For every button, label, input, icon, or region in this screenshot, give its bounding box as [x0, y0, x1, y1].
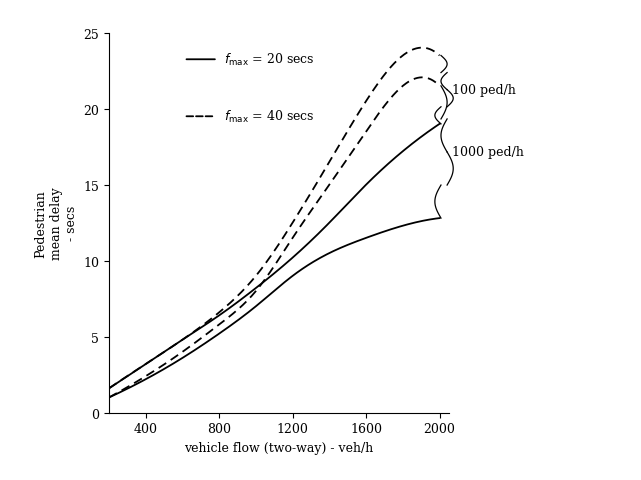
Text: 100 ped/h: 100 ped/h: [452, 84, 516, 97]
Text: $f_{\rm max}$ = 40 secs: $f_{\rm max}$ = 40 secs: [224, 109, 315, 125]
Y-axis label: Pedestrian
mean delay
- secs: Pedestrian mean delay - secs: [35, 187, 78, 260]
Text: $f_{\rm max}$ = 20 secs: $f_{\rm max}$ = 20 secs: [224, 52, 315, 68]
X-axis label: vehicle flow (two-way) - veh/h: vehicle flow (two-way) - veh/h: [184, 441, 374, 454]
Text: 1000 ped/h: 1000 ped/h: [452, 146, 524, 159]
